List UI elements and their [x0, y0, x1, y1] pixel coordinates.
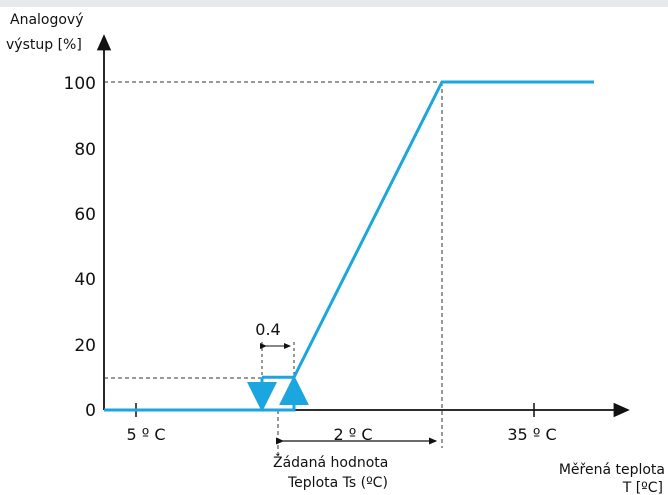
y-tick-label-20: 20	[74, 336, 96, 356]
x-segment-label-left: 5 º C	[126, 425, 165, 444]
y-axis-label-line2: výstup [%]	[6, 37, 82, 53]
setpoint-label-line2: Teplota Ts (ºC)	[287, 475, 388, 491]
hysteresis-loop	[247, 375, 309, 412]
y-tick-label-40: 40	[74, 270, 96, 290]
hysteresis-label: 0.4	[255, 320, 280, 339]
x-segment-label-right: 35 º C	[507, 425, 556, 444]
x-axis-label-line2: T [ºC]	[622, 480, 663, 495]
x-axis-label-line1: Měřená teplota	[559, 462, 665, 478]
setpoint-label-line1: Žádaná hodnota	[273, 453, 388, 471]
y-tick-label-0: 0	[85, 401, 96, 421]
y-tick-label-80: 80	[74, 140, 96, 160]
y-tick-label-100: 100	[64, 74, 96, 94]
y-tick-label-60: 60	[74, 205, 96, 225]
series-line	[104, 80, 594, 412]
y-axis-label-line1: Analogový	[10, 12, 84, 28]
window-top-strip	[0, 0, 668, 7]
